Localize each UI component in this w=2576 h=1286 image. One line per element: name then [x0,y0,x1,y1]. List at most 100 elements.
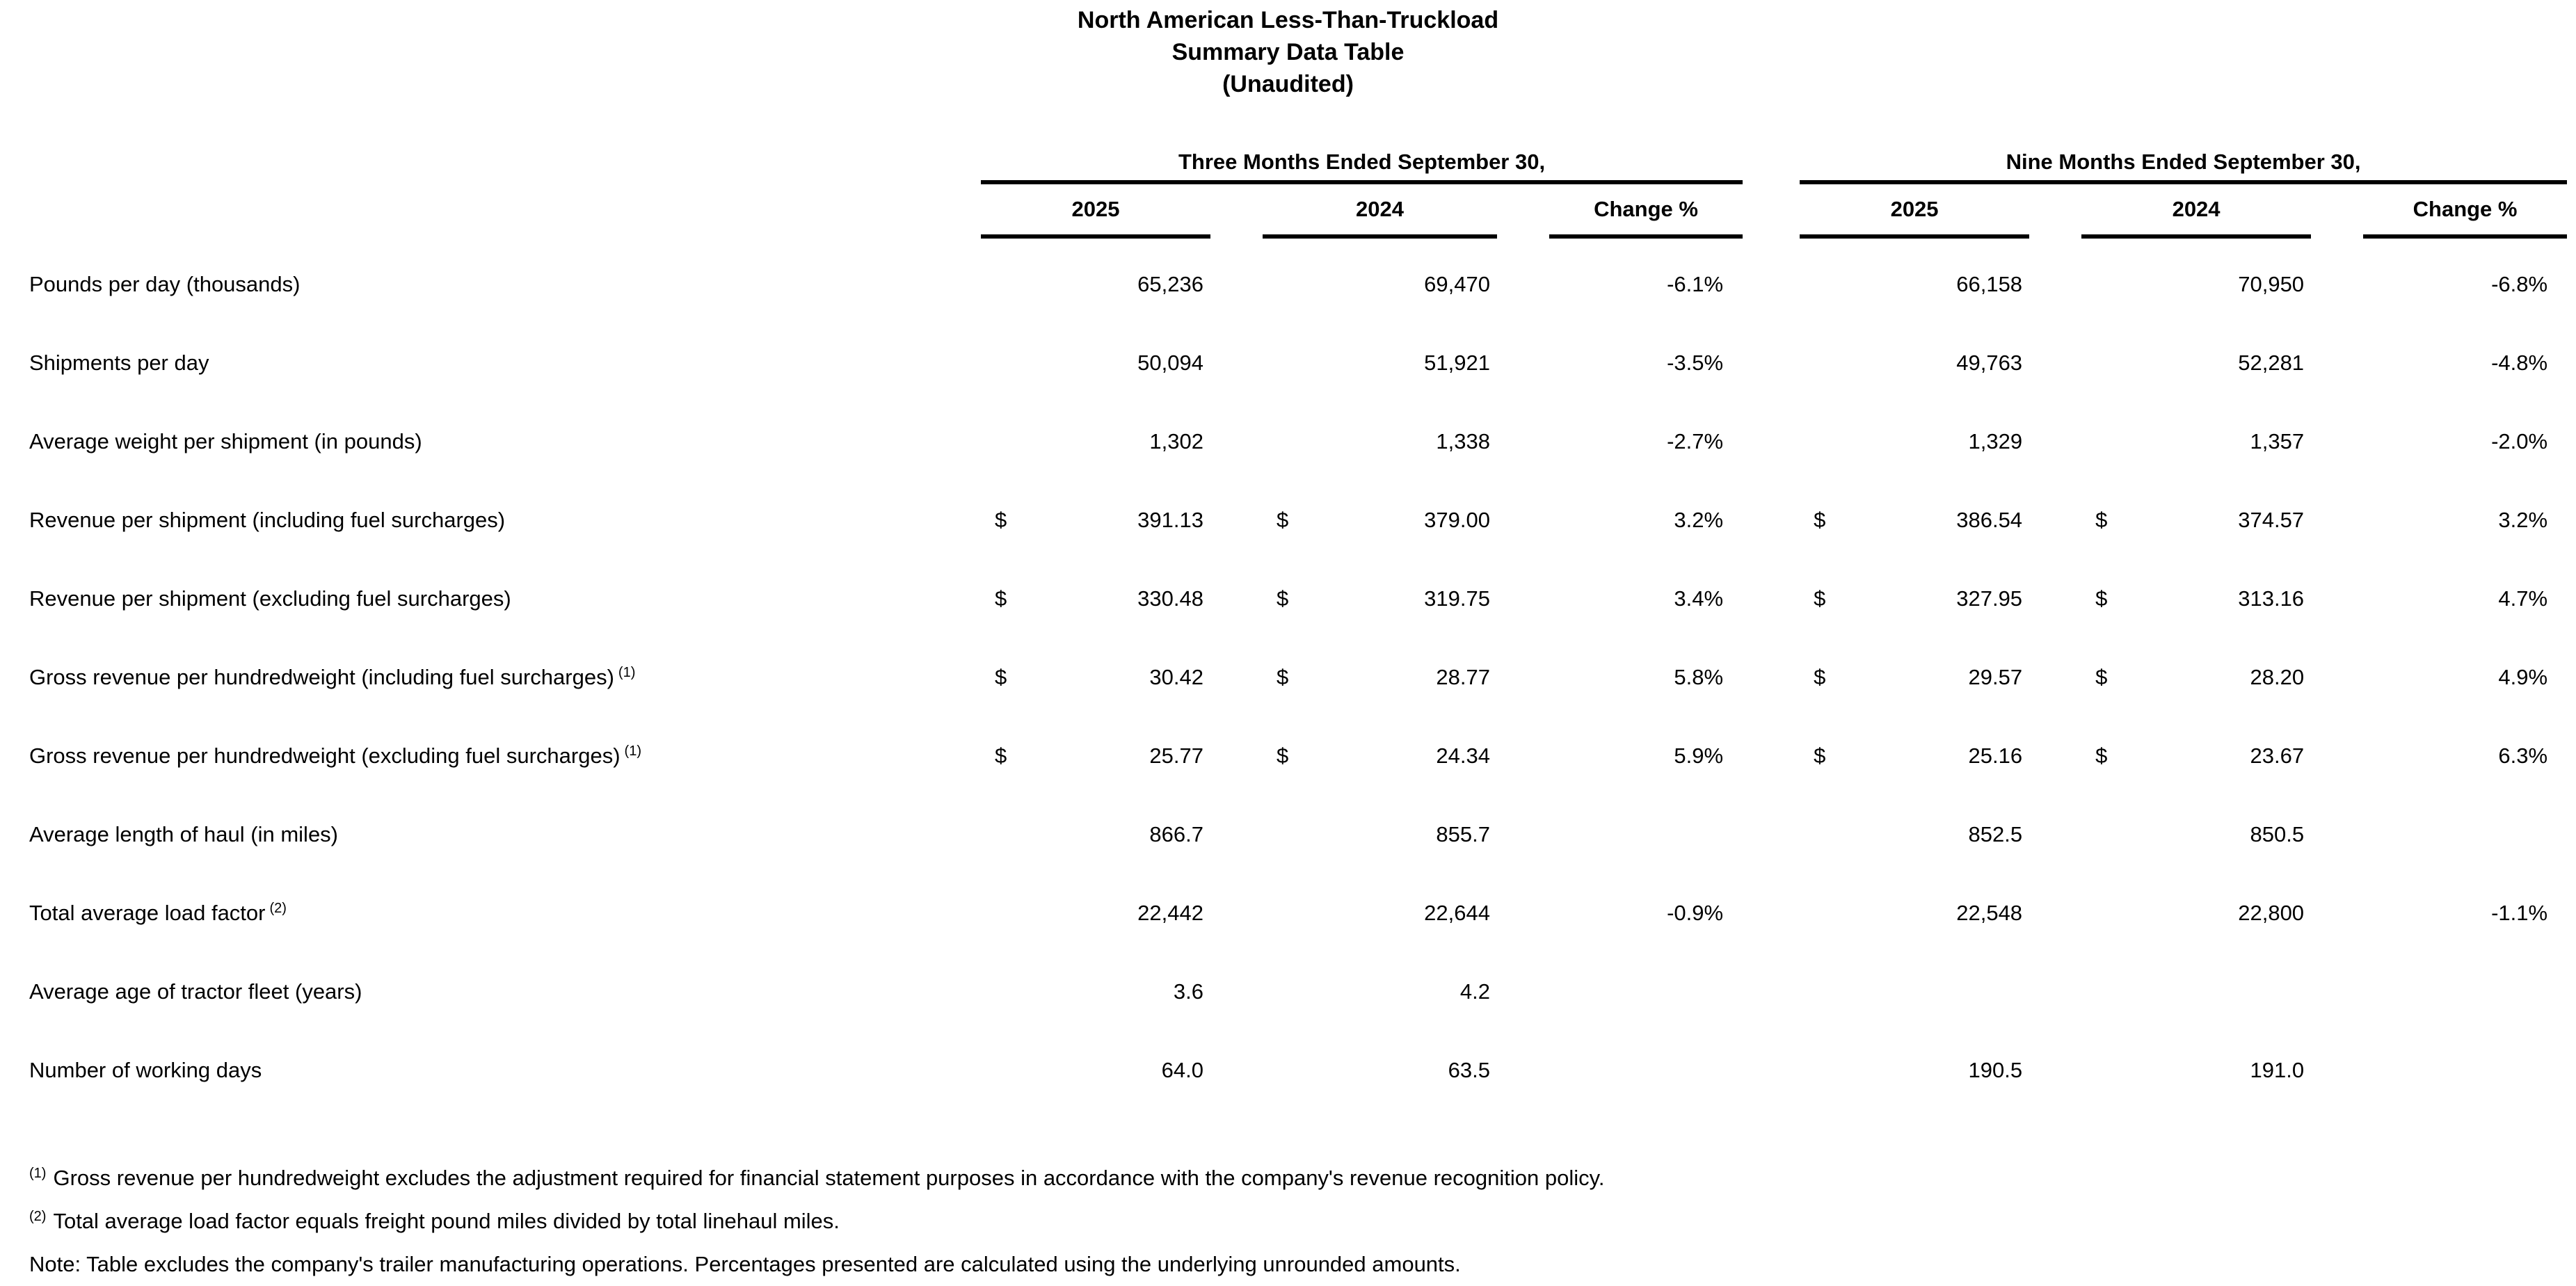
change-9mo: 4.9% [2498,665,2548,689]
table-row: Average age of tractor fleet (years) 3.6 4… [0,979,2567,1057]
row-label-cell: Pounds per day (thousands) [0,271,981,350]
footnote-marker: (1) [618,664,636,680]
title-line-1: North American Less-Than-Truckload [1077,7,1499,33]
value-9mo-2025: 66,158 [1956,272,2023,296]
spacer-cell [1497,821,1549,900]
currency-9mo-2025 [1800,271,1841,350]
row-label-cell: Gross revenue per hundredweight (includi… [0,664,981,743]
change-9mo: -4.8% [2491,351,2548,375]
change-9mo: -1.1% [2491,901,2548,925]
value-3mo-2024: 24.34 [1436,744,1490,768]
table-row: Revenue per shipment (including fuel sur… [0,507,2567,586]
footnote-2-marker: (2) [29,1208,47,1224]
currency-9mo-2025: $ [1814,665,1826,689]
change-3mo [1549,821,1743,900]
spacer-cell [1210,350,1263,428]
currency-9mo-2024 [2081,821,2123,900]
spacer-cell [2311,743,2363,821]
currency-9mo-2025 [1800,428,1841,507]
currency-3mo-2024 [1263,979,1304,1057]
value-9mo-2025: 29.57 [1968,665,2023,689]
value-3mo-2025: 22,442 [1137,901,1203,925]
row-label: Shipments per day [29,351,209,375]
row-label: Average length of haul (in miles) [29,822,339,846]
value-9mo-2024: 70,950 [2238,272,2305,296]
value-3mo-2025: 30.42 [1149,665,1203,689]
summary-table: Three Months Ended September 30, Nine Mo… [0,100,2568,1136]
spacer-cell [1210,1057,1263,1136]
spacer-cell [2029,1057,2081,1136]
table-row: Shipments per day 50,094 51,921 -3.5% 49,763… [0,350,2567,428]
spacer-cell [1497,979,1549,1057]
spacer-cell [2029,664,2081,743]
currency-3mo-2025: $ [995,586,1007,611]
table-row: Revenue per shipment (excluding fuel sur… [0,586,2567,664]
spacer-cell [2311,664,2363,743]
spacer-cell [1743,182,1800,236]
table-row: Gross revenue per hundredweight (excludi… [0,743,2567,821]
row-label-cell: Shipments per day [0,350,981,428]
currency-9mo-2025 [1800,1057,1841,1136]
value-3mo-2024: 1,338 [1436,429,1490,453]
spacer-cell [1210,182,1263,236]
change-3mo: -2.7% [1667,429,1724,453]
spacer-cell [2029,350,2081,428]
change-9mo: 6.3% [2498,744,2548,768]
currency-3mo-2024 [1263,350,1304,428]
footnote-1: (1) Gross revenue per hundredweight exclu… [29,1157,2576,1200]
currency-9mo-2025: $ [1814,744,1826,768]
spacer-cell [1743,271,1800,350]
row-label-cell: Revenue per shipment (including fuel sur… [0,507,981,586]
value-3mo-2025: 25.77 [1149,744,1203,768]
spacer-cell [0,100,981,182]
row-label-cell: Average length of haul (in miles) [0,821,981,900]
footnote-marker: (1) [624,743,641,759]
footnotes-block: (1) Gross revenue per hundredweight exclu… [29,1157,2576,1286]
row-label: Pounds per day (thousands) [29,272,301,296]
currency-3mo-2024: $ [1277,586,1289,611]
spacer-cell [2311,900,2363,979]
value-9mo-2024: 374.57 [2238,508,2305,532]
value-3mo-2025: 1,302 [1149,429,1203,453]
value-9mo-2025: 49,763 [1956,351,2023,375]
spacer-cell [2311,821,2363,900]
spacer-cell [2311,350,2363,428]
spacer-cell [1743,979,1800,1057]
spacer-cell [2311,507,2363,586]
header-9mo-2025: 2025 [1800,182,2030,239]
spacer-cell [2029,743,2081,821]
row-label: Revenue per shipment (excluding fuel sur… [29,586,511,611]
currency-9mo-2024 [2081,900,2123,979]
table-note: Note: Table excludes the company's trail… [29,1252,1461,1276]
value-9mo-2024: 28.20 [2250,665,2305,689]
value-3mo-2025: 64.0 [1161,1058,1203,1082]
title-line-3: (Unaudited) [1222,71,1354,97]
value-9mo-2025 [1841,979,2029,1057]
value-3mo-2025: 3.6 [1173,979,1203,1004]
column-group-three-months: Three Months Ended September 30, [981,100,1743,184]
currency-3mo-2025 [981,428,1023,507]
currency-9mo-2025: $ [1814,508,1826,532]
currency-3mo-2025 [981,979,1023,1057]
spacer-cell [2029,821,2081,900]
currency-9mo-2024 [2081,1057,2123,1136]
spacer-cell [2311,979,2363,1057]
spacer-cell [1743,821,1800,900]
change-9mo: -2.0% [2491,429,2548,453]
currency-9mo-2025 [1800,979,1841,1057]
change-3mo [1549,1057,1743,1136]
change-3mo: 5.9% [1674,744,1724,768]
value-9mo-2024: 52,281 [2238,351,2305,375]
value-9mo-2025: 1,329 [1968,429,2023,453]
row-label-cell: Number of working days [0,1057,981,1136]
header-9mo-change: Change % [2363,182,2568,239]
value-3mo-2025: 65,236 [1137,272,1203,296]
currency-3mo-2025: $ [995,665,1007,689]
currency-3mo-2025 [981,350,1023,428]
value-3mo-2025: 330.48 [1137,586,1203,611]
spacer-cell [1210,821,1263,900]
row-label: Average weight per shipment (in pounds) [29,429,422,453]
table-row: Pounds per day (thousands) 65,236 69,470 -6… [0,271,2567,350]
value-3mo-2025: 866.7 [1149,822,1203,846]
